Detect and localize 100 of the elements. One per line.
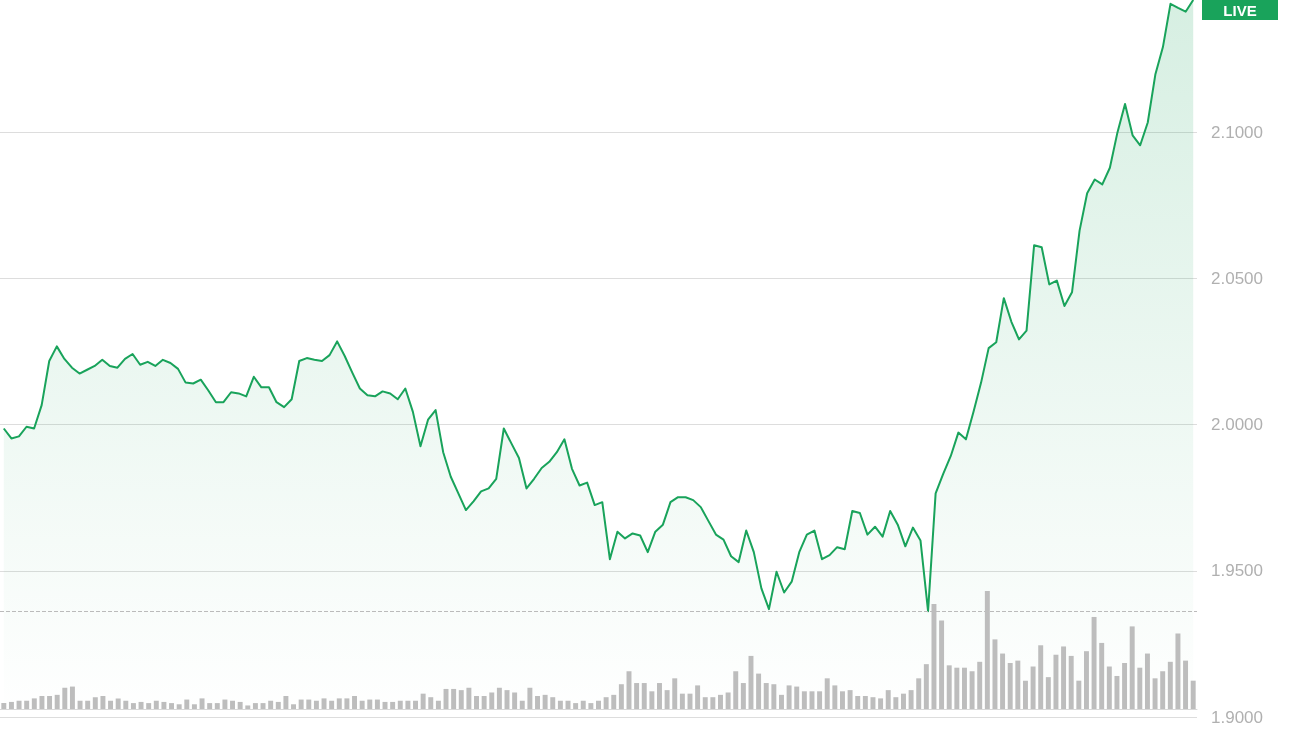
bar: [695, 685, 701, 709]
bar: [527, 687, 533, 709]
bar: [512, 692, 518, 709]
y-tick-label: 2.0000: [1211, 415, 1263, 435]
bar: [611, 694, 617, 709]
bar: [1061, 646, 1067, 709]
bar: [946, 665, 952, 709]
bar: [1167, 661, 1173, 709]
bar: [214, 703, 220, 709]
bar: [969, 671, 975, 709]
bar: [367, 699, 373, 709]
bar: [923, 664, 929, 709]
bar: [1083, 651, 1089, 709]
bar: [85, 700, 91, 709]
bar: [756, 673, 762, 709]
bar: [100, 696, 106, 709]
bar: [108, 700, 114, 709]
text: LIVE: [1223, 1, 1257, 19]
y-tick-label: 2.0500: [1211, 269, 1263, 289]
bar: [733, 671, 739, 709]
bar: [870, 697, 876, 709]
bar: [54, 694, 60, 709]
bar: [641, 683, 647, 709]
bar: [260, 703, 266, 709]
bar: [169, 703, 175, 709]
bar: [832, 685, 838, 709]
bar: [115, 698, 121, 709]
bar: [573, 703, 579, 709]
bar: [352, 696, 357, 709]
bar: [725, 692, 731, 709]
bar: [702, 697, 708, 709]
bar: [596, 700, 601, 709]
bar: [245, 705, 251, 709]
bar: [24, 700, 30, 709]
y-tick-label: 1.9000: [1211, 707, 1263, 727]
bar: [710, 697, 716, 709]
bar: [1190, 680, 1196, 709]
bar: [878, 698, 884, 709]
bar: [535, 696, 540, 709]
bar: [603, 697, 609, 709]
bar: [718, 694, 723, 709]
bar: [847, 690, 853, 709]
bar: [77, 700, 83, 709]
bar: [1137, 667, 1143, 709]
bar: [359, 700, 365, 709]
bar: [69, 686, 75, 709]
bar: [397, 700, 403, 709]
bar: [496, 687, 502, 709]
bar: [1183, 660, 1189, 709]
bar: [153, 700, 159, 709]
bar: [1091, 616, 1097, 709]
bar: [1015, 660, 1021, 709]
bar: [1099, 642, 1105, 709]
bar: [916, 678, 922, 709]
bar: [413, 700, 418, 709]
bar: [786, 685, 792, 709]
bar: [336, 698, 342, 709]
bar: [374, 699, 380, 709]
bar: [649, 691, 655, 709]
bar: [222, 699, 228, 709]
bar: [146, 703, 152, 709]
bar: [855, 696, 861, 709]
bar: [954, 667, 960, 709]
bar: [657, 683, 662, 709]
bar: [1000, 653, 1006, 709]
bar: [809, 691, 815, 709]
bar: [275, 701, 281, 709]
bar: [550, 697, 556, 709]
bar: [237, 701, 243, 709]
bar: [184, 699, 190, 709]
bar: [1022, 680, 1028, 709]
bar: [252, 703, 258, 709]
bar: [313, 700, 319, 709]
y-tick-label: 2.1000: [1211, 122, 1263, 142]
bar: [31, 698, 37, 709]
bar: [1144, 653, 1150, 709]
bar: [123, 700, 129, 709]
bar: [1053, 654, 1059, 709]
bar: [62, 687, 68, 709]
bar: [435, 700, 441, 709]
bar: [1152, 678, 1158, 709]
bar: [1030, 666, 1036, 709]
bar: [893, 697, 899, 709]
bar: [176, 704, 182, 709]
bar: [1129, 626, 1135, 709]
bar: [130, 703, 136, 709]
bar: [382, 701, 388, 709]
bar: [977, 661, 983, 709]
bar: [16, 700, 22, 709]
bar: [458, 690, 464, 709]
bar: [283, 696, 289, 709]
bar: [580, 700, 586, 709]
bar: [961, 667, 967, 709]
bar: [840, 691, 845, 709]
bar: [1122, 662, 1128, 709]
bar: [191, 704, 197, 709]
bar: [801, 691, 807, 709]
bar: [428, 697, 434, 709]
bar: [47, 696, 53, 709]
bar: [672, 678, 678, 709]
